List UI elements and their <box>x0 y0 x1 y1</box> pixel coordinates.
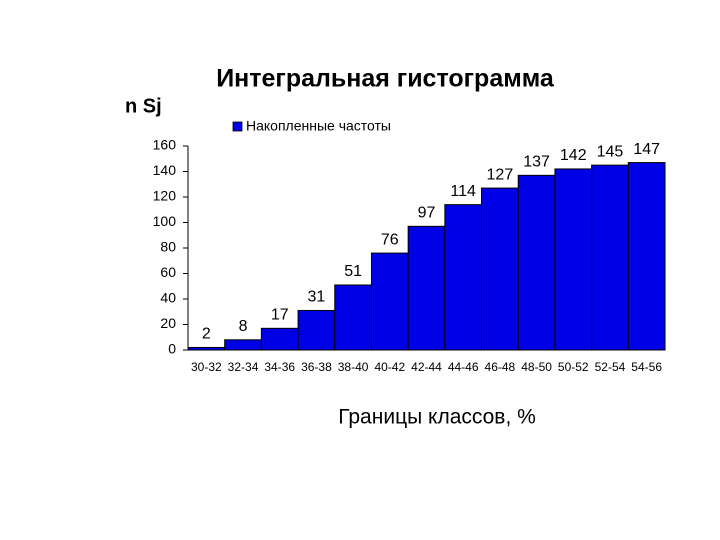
y-tick-label: 60 <box>160 264 176 280</box>
y-tick-label: 80 <box>160 239 176 255</box>
data-label: 8 <box>239 318 248 335</box>
x-tick-label: 38-40 <box>338 360 369 374</box>
bar <box>517 174 556 351</box>
x-tick-label: 30-32 <box>191 360 222 374</box>
data-label: 51 <box>344 263 362 280</box>
x-tick-label: 52-54 <box>595 360 626 374</box>
legend-swatch <box>232 121 243 132</box>
bar <box>554 168 593 351</box>
chart-title: Интегральная гистограмма <box>216 65 555 93</box>
data-label: 114 <box>450 183 476 200</box>
x-tick-label: 50-52 <box>558 360 589 374</box>
y-tick-label: 100 <box>153 213 177 229</box>
bar <box>260 327 299 351</box>
data-label: 142 <box>560 147 587 164</box>
data-label: 97 <box>418 205 436 222</box>
bar <box>334 284 372 351</box>
data-label: 127 <box>487 166 514 183</box>
x-tick-label: 48-50 <box>521 360 552 374</box>
x-axis-title: Границы классов, % <box>338 406 536 429</box>
data-label: 76 <box>381 231 399 248</box>
y-tick-label: 20 <box>160 315 176 331</box>
y-tick-label: 160 <box>153 137 177 153</box>
bar <box>591 164 629 351</box>
x-tick-label: 54-56 <box>631 360 662 374</box>
x-tick-label: 46-48 <box>485 360 516 374</box>
y-tick-label: 140 <box>153 162 177 178</box>
bar <box>224 339 262 351</box>
bar <box>627 162 666 351</box>
y-tick-label: 120 <box>153 188 177 204</box>
x-tick-label: 34-36 <box>264 360 295 374</box>
data-label: 31 <box>308 289 326 306</box>
data-label: 137 <box>523 154 550 171</box>
y-axis-title: n Sj <box>125 95 162 117</box>
bar <box>407 225 446 351</box>
legend-label: Накопленные частоты <box>246 118 391 134</box>
data-label: 147 <box>633 141 660 158</box>
y-tick-label: 0 <box>168 341 176 357</box>
data-label: 2 <box>202 326 211 343</box>
bar <box>297 309 336 351</box>
y-tick-label: 40 <box>160 290 176 306</box>
bar <box>444 204 483 351</box>
data-label: 17 <box>271 307 289 324</box>
x-tick-label: 40-42 <box>374 360 405 374</box>
x-tick-label: 32-34 <box>228 360 259 374</box>
bar <box>481 187 519 351</box>
x-tick-label: 36-38 <box>301 360 332 374</box>
data-label: 145 <box>597 143 624 160</box>
bar <box>370 252 409 351</box>
x-tick-label: 42-44 <box>411 360 442 374</box>
x-tick-label: 44-46 <box>448 360 479 374</box>
